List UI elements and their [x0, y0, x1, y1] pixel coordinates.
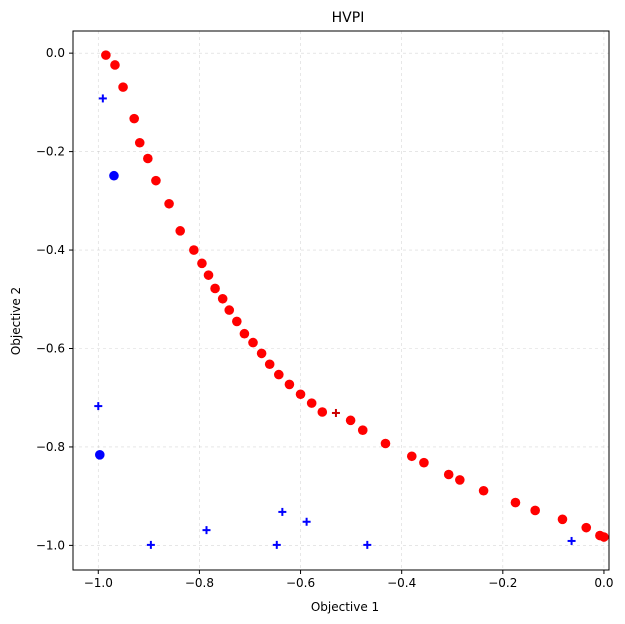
data-point-circle [110, 60, 120, 70]
data-point-circle [557, 514, 568, 525]
data-point-plus [278, 507, 287, 516]
y-tick-label: −0.6 [36, 341, 65, 355]
data-point-circle [224, 305, 235, 315]
data-point-plus [202, 526, 211, 535]
y-tick-label: 0.0 [46, 46, 65, 60]
data-point-circle [284, 379, 295, 390]
x-tick-label: −1.0 [84, 576, 113, 590]
data-point-plus [272, 540, 281, 549]
data-point-circle [274, 369, 284, 380]
plot-frame [72, 30, 610, 571]
y-axis-title: Objective 2 [9, 287, 23, 355]
data-point-plus [146, 540, 155, 549]
x-tick-label: −0.6 [286, 576, 315, 590]
grid-layer [73, 31, 609, 570]
data-point-circle [101, 50, 111, 60]
x-tick-label: −0.2 [488, 576, 517, 590]
x-axis-title: Objective 1 [311, 600, 379, 614]
y-tick-label: −0.2 [36, 145, 65, 159]
data-point-circle [189, 245, 199, 255]
data-point-circle [151, 175, 161, 186]
data-point-circle [317, 407, 328, 417]
data-point-plus [302, 517, 311, 526]
x-tick-label: 0.0 [594, 576, 613, 590]
y-tick-label: −1.0 [36, 538, 65, 552]
data-point-circle [210, 283, 220, 294]
data-point-circle [264, 359, 275, 370]
data-point-plus [567, 536, 576, 545]
data-point-plus [331, 408, 340, 417]
data-point-circle [217, 293, 228, 304]
data-point-circle [239, 328, 250, 339]
data-point-circle [419, 457, 429, 468]
data-point-circle [345, 415, 356, 426]
marks-layer [94, 50, 609, 549]
data-point-circle [109, 170, 119, 181]
y-tick-label: −0.4 [36, 243, 65, 257]
chart-title: HVPI [332, 10, 365, 26]
data-point-circle [134, 137, 145, 148]
data-point-circle [232, 316, 242, 327]
x-tick-label: −0.8 [185, 576, 214, 590]
data-point-circle [599, 532, 609, 542]
data-point-plus [363, 540, 372, 549]
data-point-circle [306, 398, 317, 408]
data-point-circle [406, 451, 417, 462]
data-point-circle [455, 475, 465, 485]
data-point-circle [357, 425, 368, 436]
data-point-circle [118, 82, 128, 92]
data-point-circle [164, 198, 174, 209]
data-point-plus [98, 94, 107, 103]
data-point-plus [94, 402, 103, 411]
data-point-circle [248, 337, 258, 348]
data-point-circle [197, 258, 207, 269]
y-tick-label: −0.8 [36, 440, 65, 454]
data-point-circle [256, 348, 267, 359]
data-point-circle [129, 113, 139, 124]
data-point-circle [443, 469, 454, 480]
data-point-circle [143, 153, 153, 164]
data-point-circle [95, 450, 105, 460]
data-point-circle [203, 270, 214, 280]
data-point-circle [380, 438, 391, 449]
tick-layer: −1.0 −0.8 −0.6 −0.4 −0.2 0.0 0.0 −0.2 −0.4 −0.6 −0… [36, 46, 614, 590]
data-point-circle [175, 226, 185, 236]
data-point-circle [510, 497, 521, 508]
data-point-circle [295, 389, 306, 400]
data-point-circle [478, 485, 489, 496]
data-point-circle [581, 522, 592, 533]
data-point-circle [530, 505, 540, 516]
x-tick-label: −0.4 [387, 576, 416, 590]
